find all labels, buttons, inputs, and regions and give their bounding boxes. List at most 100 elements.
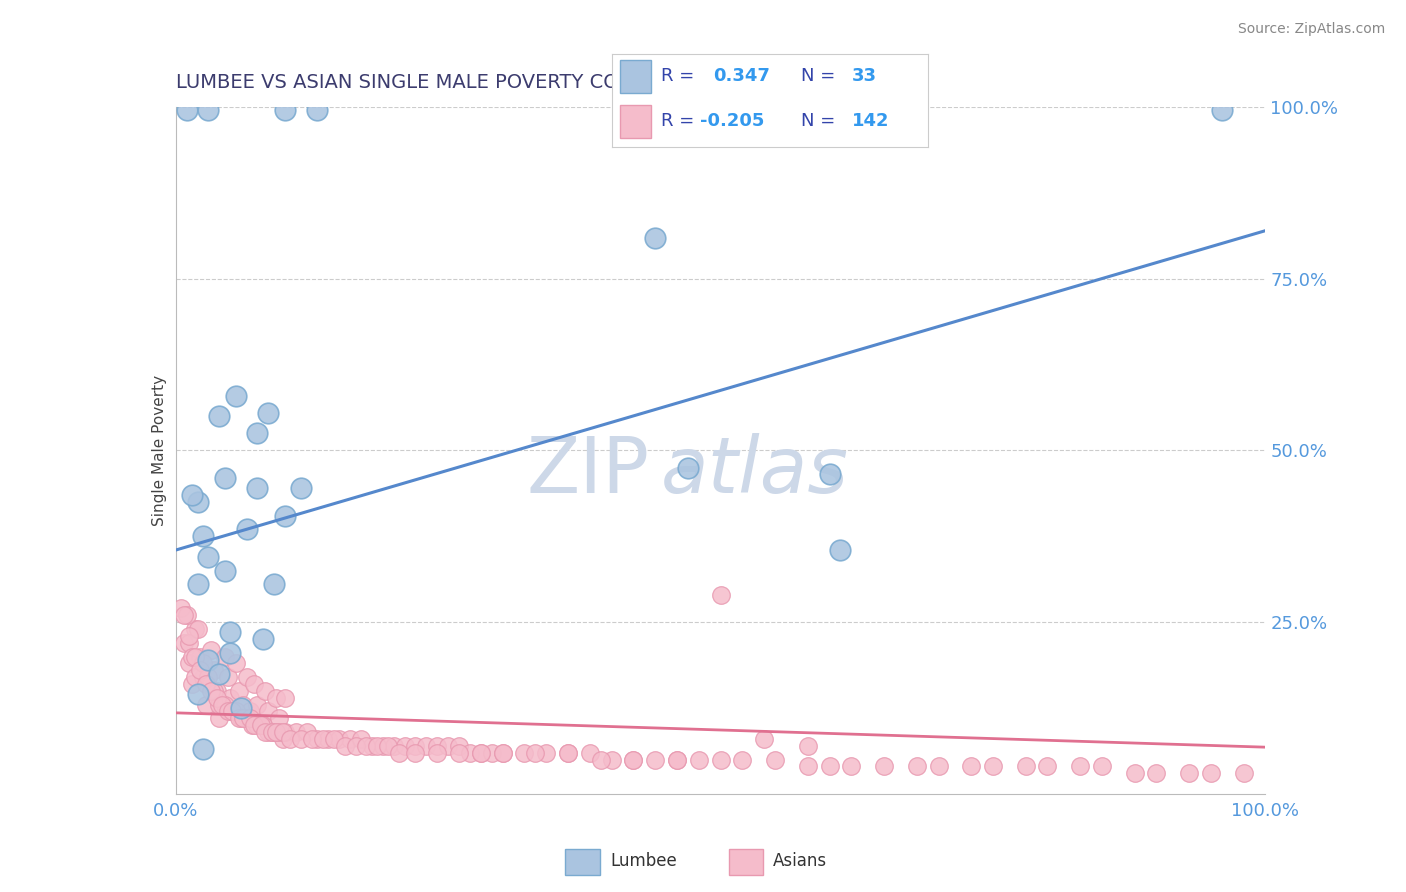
Point (339, 731, 361, 746)
Point (231, 701, 253, 715)
Point (235, 711, 257, 725)
Text: R =: R = (661, 112, 695, 130)
Point (177, 657, 200, 671)
Point (666, 753, 689, 767)
Point (447, 739, 470, 753)
Point (188, 663, 211, 677)
Point (830, 543, 852, 558)
Point (269, 725, 291, 739)
Point (1036, 759, 1059, 773)
Point (557, 746, 579, 760)
Point (214, 649, 236, 664)
Point (366, 739, 388, 753)
Point (688, 753, 710, 767)
Point (600, 753, 623, 767)
Point (796, 759, 818, 773)
Point (534, 746, 557, 760)
Point (173, 608, 195, 623)
Point (191, 657, 214, 671)
Point (1211, 103, 1233, 118)
Point (447, 746, 470, 760)
Point (260, 725, 283, 739)
Point (232, 698, 254, 712)
Point (214, 698, 236, 712)
Point (202, 683, 225, 698)
Point (754, 731, 776, 746)
Point (219, 690, 242, 705)
Point (1091, 759, 1114, 773)
Text: N =: N = (801, 112, 835, 130)
Point (818, 759, 841, 773)
Point (240, 718, 263, 732)
Point (264, 690, 287, 705)
Point (426, 739, 449, 753)
FancyBboxPatch shape (620, 60, 651, 93)
Point (181, 677, 204, 691)
Point (290, 481, 312, 495)
Point (208, 666, 231, 681)
Point (492, 746, 515, 760)
Point (217, 670, 239, 684)
Point (360, 739, 382, 753)
Point (905, 759, 928, 773)
Point (225, 657, 247, 671)
Point (290, 731, 312, 746)
Point (763, 753, 786, 767)
Point (1123, 766, 1146, 780)
Point (235, 523, 257, 537)
Point (579, 746, 602, 760)
Point (239, 711, 262, 725)
Point (621, 753, 644, 767)
Text: Asians: Asians (773, 852, 827, 871)
Point (219, 625, 242, 640)
Point (710, 753, 733, 767)
Point (841, 759, 863, 773)
Point (173, 636, 195, 650)
Point (191, 742, 214, 756)
Point (177, 636, 200, 650)
Text: 33: 33 (852, 68, 877, 86)
Point (415, 739, 437, 753)
Point (191, 529, 214, 543)
Point (1069, 759, 1091, 773)
Point (333, 739, 356, 753)
Point (243, 677, 266, 691)
Point (382, 739, 405, 753)
Point (176, 103, 198, 118)
Point (271, 725, 294, 739)
Point (513, 746, 536, 760)
Point (394, 739, 416, 753)
Point (214, 564, 236, 578)
Point (644, 230, 666, 244)
Point (274, 508, 297, 523)
Point (377, 739, 399, 753)
Point (200, 683, 222, 698)
Point (205, 683, 228, 698)
Point (405, 746, 427, 760)
Point (263, 725, 285, 739)
Point (208, 409, 231, 423)
Point (557, 746, 579, 760)
Point (271, 731, 294, 746)
Point (312, 731, 335, 746)
Point (195, 698, 218, 712)
Point (388, 746, 411, 760)
Point (470, 746, 492, 760)
Point (307, 731, 329, 746)
Point (219, 646, 242, 660)
Point (211, 698, 233, 712)
Point (274, 690, 297, 705)
Point (481, 746, 503, 760)
Point (184, 670, 207, 684)
Point (257, 406, 280, 420)
Point (188, 649, 211, 664)
FancyBboxPatch shape (620, 105, 651, 138)
Point (263, 577, 285, 591)
Text: 0.347: 0.347 (713, 68, 769, 86)
Point (666, 753, 689, 767)
Point (191, 670, 214, 684)
Point (589, 753, 612, 767)
Point (1015, 759, 1038, 773)
Point (284, 725, 307, 739)
Point (524, 746, 547, 760)
